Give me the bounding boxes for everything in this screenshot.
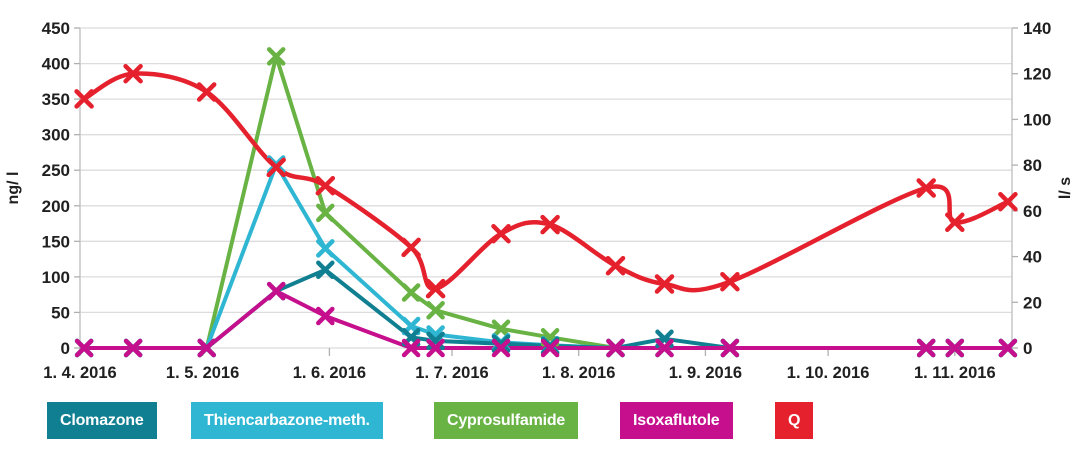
svg-text:100: 100 — [1023, 110, 1051, 129]
right-axis-ticks: 0 20 40 60 80 100 120 140 — [1012, 19, 1051, 358]
svg-text:1. 5. 2016: 1. 5. 2016 — [166, 364, 239, 382]
series-markers-q — [74, 63, 1018, 299]
x-axis-ticks: 1. 4. 2016 1. 5. 2016 1. 6. 2016 1. 7. 2016… — [43, 348, 996, 382]
svg-text:40: 40 — [1023, 248, 1042, 267]
svg-text:50: 50 — [51, 303, 70, 322]
legend-item-clomazone: Clomazone — [47, 402, 157, 439]
legend-item-isoxaflutole: Isoxaflutole — [620, 402, 733, 439]
legend-item-q: Q — [775, 402, 814, 439]
svg-text:20: 20 — [1023, 293, 1042, 312]
series-markers-isoxaflutole — [74, 281, 1018, 358]
svg-text:80: 80 — [1023, 156, 1042, 175]
svg-text:1. 6. 2016: 1. 6. 2016 — [293, 364, 366, 382]
svg-text:200: 200 — [42, 197, 70, 216]
svg-text:1. 9. 2016: 1. 9. 2016 — [669, 364, 742, 382]
series-line-q — [81, 71, 1011, 293]
svg-text:60: 60 — [1023, 202, 1042, 221]
svg-text:120: 120 — [1023, 65, 1051, 84]
svg-text:1. 10. 2016: 1. 10. 2016 — [787, 364, 870, 382]
legend-item-thiencarbazone: Thiencarbazone-meth. — [191, 402, 383, 439]
svg-text:1. 8. 2016: 1. 8. 2016 — [542, 364, 615, 382]
right-axis-title: l/ s — [1057, 177, 1074, 199]
svg-text:250: 250 — [42, 161, 70, 180]
svg-text:400: 400 — [42, 55, 70, 74]
svg-text:350: 350 — [42, 90, 70, 109]
series-markers-thiencarbazone-meth — [74, 155, 1018, 358]
svg-text:1. 11. 2016: 1. 11. 2016 — [914, 364, 996, 382]
svg-text:1. 4. 2016: 1. 4. 2016 — [43, 364, 116, 382]
chart-canvas: 0 50 100 150 200 250 300 350 400 450 0 20 40 60 80 100 1… — [5, 19, 1074, 382]
axis-lines — [79, 28, 1013, 355]
legend: Clomazone Thiencarbazone-meth. Cyprosulf… — [0, 402, 1092, 442]
svg-text:450: 450 — [42, 19, 70, 38]
svg-text:300: 300 — [42, 126, 70, 145]
svg-text:140: 140 — [1023, 19, 1051, 38]
svg-text:150: 150 — [42, 232, 70, 251]
left-axis-ticks: 0 50 100 150 200 250 300 350 400 450 — [42, 19, 80, 358]
svg-text:0: 0 — [1023, 339, 1032, 358]
left-axis-title: ng/ l — [5, 172, 22, 205]
svg-text:0: 0 — [61, 339, 70, 358]
series-line-thiencarbazone-meth — [82, 162, 1010, 350]
svg-text:100: 100 — [42, 268, 70, 287]
legend-item-cyprosulfamide: Cyprosulfamide — [434, 402, 579, 439]
svg-text:1. 7. 2016: 1. 7. 2016 — [415, 364, 488, 382]
